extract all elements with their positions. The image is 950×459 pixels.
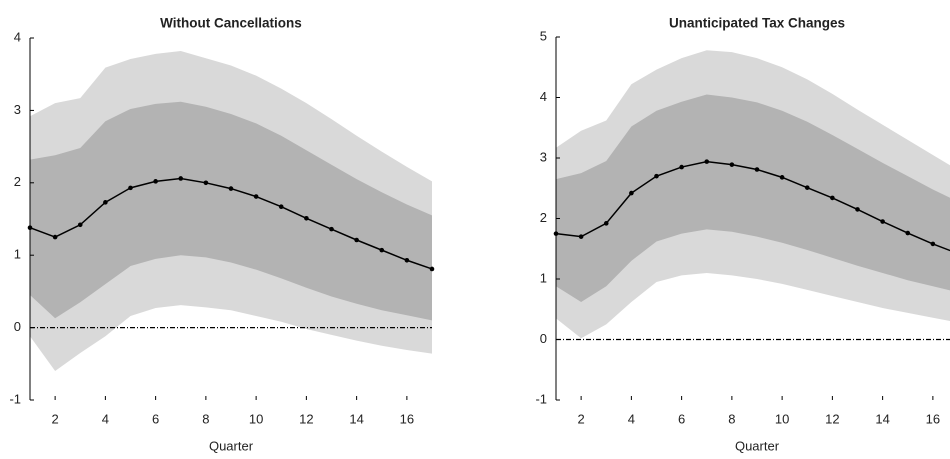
- x-tick-label: 14: [875, 411, 889, 426]
- point: [855, 207, 860, 212]
- point: [329, 226, 334, 232]
- point: [253, 194, 259, 199]
- point: [128, 185, 133, 191]
- confidence-band: [30, 101, 432, 321]
- x-axis-label: Quarter: [209, 438, 254, 453]
- point: [729, 162, 735, 167]
- x-tick-label: 2: [52, 411, 59, 426]
- point: [905, 230, 911, 236]
- y-tick-label: 3: [540, 149, 547, 164]
- point: [754, 167, 760, 172]
- y-tick-label: 4: [540, 89, 547, 104]
- x-tick-label: 10: [775, 411, 789, 426]
- point: [379, 247, 385, 253]
- point: [603, 221, 609, 226]
- x-tick-label: 4: [102, 411, 109, 426]
- point: [830, 195, 835, 201]
- chart-title: Without Cancellations: [160, 16, 302, 31]
- point: [429, 266, 435, 272]
- point: [880, 219, 885, 224]
- point: [52, 234, 58, 240]
- x-tick-label: 6: [678, 411, 685, 426]
- point: [304, 215, 309, 221]
- point: [930, 241, 936, 247]
- y-tick-label: 2: [14, 174, 21, 189]
- point: [578, 234, 584, 239]
- point: [278, 204, 284, 209]
- point: [629, 190, 634, 196]
- point: [804, 185, 810, 190]
- confidence-band: [556, 94, 950, 302]
- y-tick-label: 5: [540, 28, 547, 43]
- point: [203, 180, 209, 186]
- point: [228, 186, 234, 191]
- point: [779, 175, 785, 180]
- y-tick-label: 1: [14, 247, 21, 262]
- point: [679, 164, 684, 170]
- y-tick-label: 0: [540, 331, 547, 346]
- point: [654, 173, 659, 179]
- x-tick-label: 8: [728, 411, 735, 426]
- y-tick-label: 4: [14, 29, 21, 44]
- x-tick-label: 16: [926, 411, 940, 426]
- point: [178, 176, 184, 181]
- x-tick-label: 12: [299, 411, 313, 426]
- x-tick-label: 14: [349, 411, 363, 426]
- y-tick-label: 0: [14, 319, 21, 334]
- x-tick-label: 2: [578, 411, 585, 426]
- x-axis-label: Quarter: [735, 438, 780, 453]
- chart-title: Unanticipated Tax Changes: [669, 16, 845, 31]
- point: [404, 257, 410, 263]
- x-tick-label: 4: [628, 411, 635, 426]
- x-tick-label: 8: [202, 411, 209, 426]
- point: [704, 159, 710, 164]
- x-tick-label: 16: [400, 411, 414, 426]
- point: [354, 237, 359, 243]
- x-tick-label: 10: [249, 411, 263, 426]
- y-tick-label: -1: [9, 391, 21, 406]
- point: [77, 222, 83, 228]
- y-tick-label: 2: [540, 210, 547, 225]
- point: [103, 200, 108, 205]
- y-tick-label: 1: [540, 270, 547, 285]
- point: [153, 179, 158, 184]
- x-tick-label: 12: [825, 411, 839, 426]
- x-tick-label: 6: [152, 411, 159, 426]
- y-tick-label: 3: [14, 102, 21, 117]
- y-tick-label: -1: [535, 391, 547, 406]
